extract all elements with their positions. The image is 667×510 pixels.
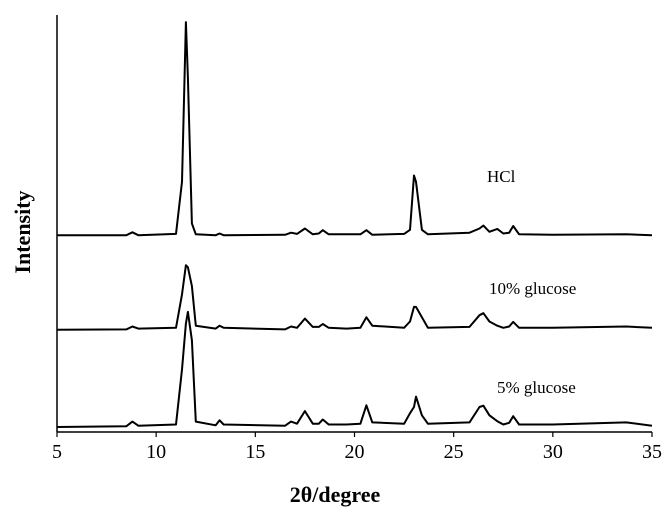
x-axis-title: 2θ/degree (290, 482, 381, 507)
series-label: 10% glucose (489, 279, 576, 298)
series-line (57, 21, 653, 237)
x-tick-label: 10 (146, 441, 166, 463)
x-tick-label: 25 (444, 441, 464, 463)
series-line (56, 264, 653, 331)
series-label: HCl (487, 167, 516, 186)
x-tick-label: 5 (52, 441, 62, 463)
x-tick-label: 20 (345, 441, 365, 463)
y-axis-title: Intensity (10, 190, 35, 273)
x-tick-label: 15 (245, 441, 265, 463)
series-line (56, 310, 653, 428)
x-tick-label: 35 (642, 441, 662, 463)
series-label: 5% glucose (497, 378, 576, 397)
x-tick-label: 30 (543, 441, 563, 463)
